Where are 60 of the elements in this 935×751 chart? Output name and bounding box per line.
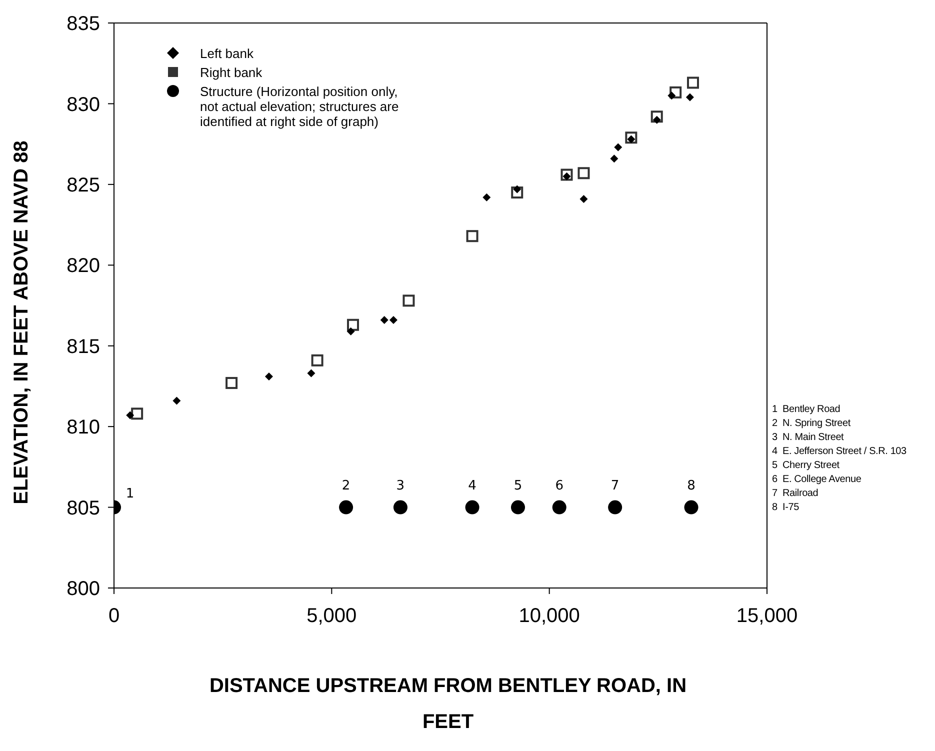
- point: [380, 316, 388, 324]
- point: [510, 500, 525, 514]
- y-tick-label: 820: [66, 255, 100, 278]
- text: 8 I-75: [772, 501, 800, 515]
- point: [172, 396, 181, 405]
- x-tick-label: 15,000: [736, 605, 798, 628]
- legend-label: Structure (Horizontal position only, not actual elevation; structures are identified at right side of graph): [200, 84, 400, 129]
- y-tick-label: 830: [66, 94, 100, 116]
- annotation: 1: [126, 486, 134, 502]
- legend-label: Right bank: [200, 65, 264, 80]
- point: [131, 408, 144, 420]
- text: 3 N. Main Street: [772, 431, 845, 445]
- point: [580, 194, 588, 203]
- annotation: 5: [514, 478, 522, 494]
- point: [465, 500, 480, 514]
- text: 1 Bentley Road: [772, 403, 842, 417]
- y-tick-label: 810: [66, 416, 100, 439]
- text: 7 Railroad: [772, 487, 820, 501]
- legend-label: Left bank: [200, 46, 254, 61]
- text: 2 N. Spring Street: [772, 417, 852, 431]
- x-tick-label: 10,000: [518, 605, 580, 628]
- point: [482, 193, 491, 202]
- point: [686, 76, 699, 89]
- y-axis-title: ELEVATION, IN FEET ABOVE NAVD 88: [10, 140, 34, 504]
- point: [684, 500, 698, 514]
- point: [226, 376, 238, 389]
- point: [393, 500, 408, 514]
- y-tick-label: 815: [66, 336, 100, 358]
- y-tick-label: 805: [66, 497, 100, 520]
- annotation: 7: [610, 478, 620, 494]
- x-tick-label: 5,000: [306, 605, 357, 628]
- point: [264, 372, 273, 381]
- text: 4 E. Jefferson Street / S.R. 103: [772, 445, 906, 459]
- point: [552, 500, 566, 514]
- point: [346, 327, 355, 336]
- point: [311, 354, 324, 366]
- text: 5 Cherry Street: [772, 459, 840, 473]
- point: [578, 167, 590, 180]
- text: 6 E. College Avenue: [772, 473, 862, 487]
- point: [466, 230, 478, 242]
- point: [610, 154, 618, 163]
- y-tick-label: 800: [66, 578, 100, 600]
- x-tick-label: 0: [108, 605, 120, 628]
- y-tick-label: 825: [66, 174, 100, 197]
- annotation: 2: [342, 478, 350, 494]
- point: [339, 500, 354, 514]
- y-tick-label: 835: [66, 13, 100, 36]
- point: [126, 411, 134, 420]
- annotation: 6: [555, 478, 564, 494]
- x-axis-title: DISTANCE UPSTREAM FROM BENTLEY ROAD, IN FEET: [208, 674, 688, 735]
- point: [608, 500, 622, 514]
- annotation: 4: [468, 478, 476, 494]
- point: [686, 93, 694, 102]
- point: [614, 143, 622, 152]
- point: [347, 318, 359, 331]
- point: [307, 369, 316, 378]
- annotation: 3: [396, 478, 405, 494]
- point: [402, 294, 415, 307]
- point: [389, 316, 398, 324]
- annotation: 8: [687, 478, 696, 494]
